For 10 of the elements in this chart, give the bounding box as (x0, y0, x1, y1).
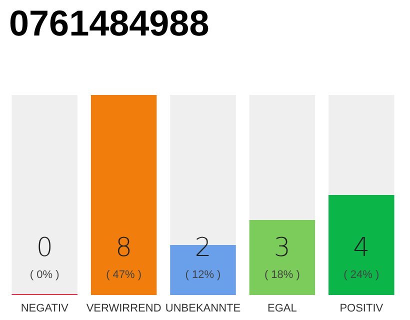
data-label: 0 ( 0% ) (30, 233, 60, 281)
data-label: 4 ( 24% ) (344, 233, 380, 281)
x-tick-label: EGAL (268, 302, 297, 314)
x-tick-label: POSITIV (340, 302, 384, 314)
data-label: 3 ( 18% ) (264, 233, 300, 281)
chart-title: 0761484988 (9, 2, 210, 44)
x-tick-label: UNBEKANNTE (165, 302, 241, 314)
data-label: 8 ( 47% ) (106, 233, 142, 281)
x-tick-label: VERWIRREND (86, 302, 162, 314)
x-tick-label: NEGATIV (20, 302, 69, 314)
